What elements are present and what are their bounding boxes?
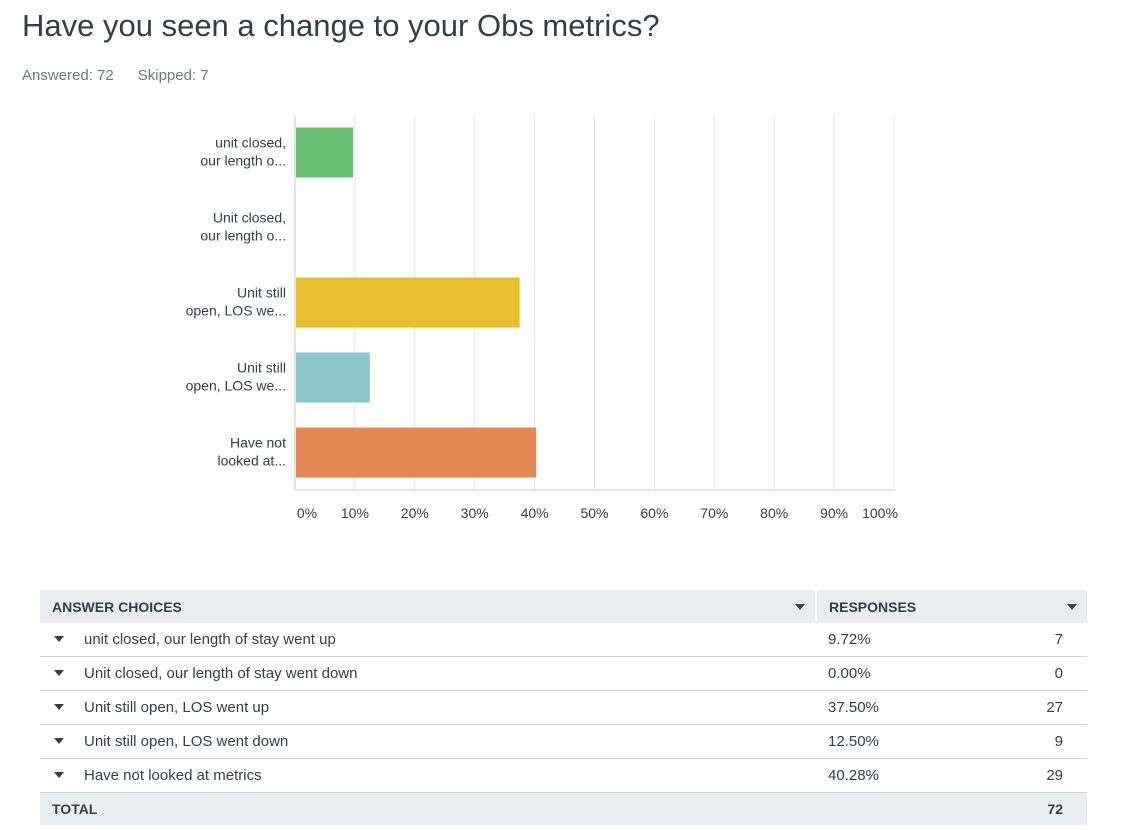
bar — [296, 127, 354, 178]
answer-choice-cell: Unit still open, LOS went down — [40, 724, 816, 759]
x-tick-label: 0% — [297, 505, 317, 521]
x-tick-label: 100% — [862, 505, 898, 521]
responses-header-label: RESPONSES — [829, 598, 917, 615]
response-count: 9 — [975, 724, 1087, 759]
table-row: Unit closed, our length of stay went dow… — [40, 656, 1087, 691]
answer-choices-header-label: ANSWER CHOICES — [52, 598, 182, 615]
response-percent: 9.72% — [816, 623, 976, 657]
x-tick-label: 60% — [640, 505, 668, 521]
skipped-count: Skipped: 7 — [137, 67, 209, 84]
response-percent: 37.50% — [816, 690, 976, 725]
expand-caret-icon[interactable] — [54, 704, 64, 711]
table-row: Unit still open, LOS went down 12.50% 9 — [40, 724, 1087, 759]
table-row: Unit still open, LOS went up 37.50% 27 — [40, 690, 1087, 725]
x-tick-label: 80% — [760, 505, 788, 521]
expand-caret-icon[interactable] — [54, 670, 64, 677]
response-count: 0 — [975, 656, 1087, 691]
answer-choice-cell: unit closed, our length of stay went up — [40, 623, 816, 657]
answered-count: Answered: 72 — [22, 67, 114, 84]
bar — [296, 277, 520, 328]
response-percent: 40.28% — [816, 758, 976, 793]
category-label: Unit closed, our length o... — [200, 210, 286, 244]
answer-choice-label: Unit closed, our length of stay went dow… — [84, 665, 358, 682]
total-spacer — [816, 792, 976, 825]
answer-table: ANSWER CHOICES RESPONSES unit closed, ou… — [40, 590, 1087, 825]
category-label: unit closed, our length o... — [200, 135, 286, 169]
x-tick-label: 10% — [341, 505, 369, 521]
response-count: 27 — [975, 690, 1087, 725]
category-label: Unit still open, LOS we... — [186, 285, 286, 319]
answer-choice-label: Unit still open, LOS went down — [84, 733, 289, 750]
answer-choice-cell: Unit closed, our length of stay went dow… — [40, 656, 816, 691]
response-percent: 12.50% — [816, 724, 976, 759]
x-tick-label: 70% — [700, 505, 728, 521]
answer-choice-cell: Unit still open, LOS went up — [40, 690, 816, 725]
x-tick-label: 50% — [580, 505, 608, 521]
total-row: TOTAL 72 — [40, 792, 1087, 825]
table-row: Have not looked at metrics 40.28% 29 — [40, 758, 1087, 793]
bar — [296, 427, 537, 478]
answer-choice-cell: Have not looked at metrics — [40, 758, 816, 793]
total-label: TOTAL — [40, 792, 816, 825]
answer-choices-header[interactable]: ANSWER CHOICES — [40, 590, 816, 623]
sort-caret-icon[interactable] — [795, 604, 805, 610]
expand-caret-icon[interactable] — [54, 738, 64, 745]
response-summary: Answered: 72 Skipped: 7 — [22, 67, 209, 84]
answer-choice-label: Have not looked at metrics — [84, 767, 262, 784]
response-count: 7 — [975, 623, 1087, 657]
answer-choice-label: Unit still open, LOS went up — [84, 699, 270, 716]
expand-caret-icon[interactable] — [54, 772, 64, 779]
category-label: Unit still open, LOS we... — [186, 360, 286, 394]
answer-choice-label: unit closed, our length of stay went up — [84, 631, 336, 648]
x-tick-label: 30% — [461, 505, 489, 521]
total-count: 72 — [975, 792, 1087, 825]
expand-caret-icon[interactable] — [54, 636, 64, 643]
x-tick-label: 40% — [521, 505, 549, 521]
bar-chart: 0% 10% 20% 30% 40% 50% 60% 70% 80% 90% 100% unit cl… — [186, 115, 898, 521]
response-percent: 0.00% — [816, 656, 976, 691]
question-title: Have you seen a change to your Obs metri… — [22, 8, 660, 43]
response-count: 29 — [975, 758, 1087, 793]
x-tick-label: 20% — [401, 505, 429, 521]
category-label: Have not looked at... — [218, 435, 287, 469]
sort-caret-icon[interactable] — [1067, 604, 1077, 610]
table-row: unit closed, our length of stay went up … — [40, 623, 1087, 657]
bar — [296, 352, 370, 403]
x-tick-label: 90% — [820, 505, 848, 521]
responses-header[interactable]: RESPONSES — [815, 590, 1087, 623]
